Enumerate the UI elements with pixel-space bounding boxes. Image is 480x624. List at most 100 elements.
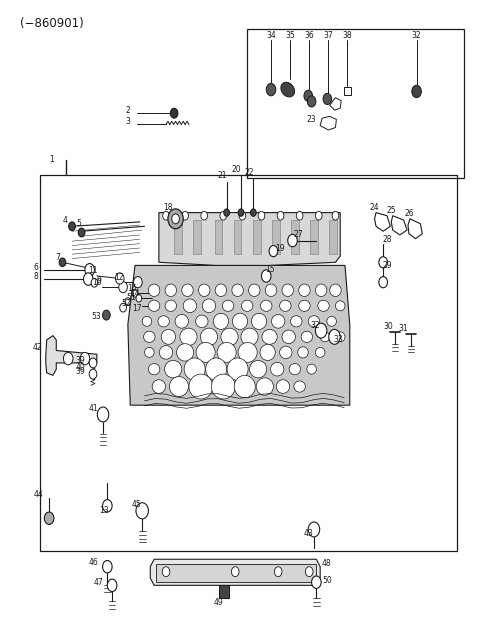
Bar [329, 220, 337, 254]
Ellipse shape [280, 300, 291, 311]
Ellipse shape [261, 300, 272, 311]
Ellipse shape [249, 284, 260, 296]
Circle shape [97, 407, 109, 422]
Polygon shape [391, 216, 407, 235]
Text: 26: 26 [405, 209, 414, 218]
Ellipse shape [148, 284, 160, 296]
Circle shape [89, 358, 97, 368]
Text: 11: 11 [88, 266, 98, 276]
Ellipse shape [330, 284, 341, 296]
Circle shape [170, 108, 178, 118]
Circle shape [63, 353, 73, 365]
Text: 22: 22 [244, 168, 254, 177]
Circle shape [172, 214, 180, 224]
Circle shape [315, 212, 322, 220]
Text: 41: 41 [89, 404, 98, 413]
Ellipse shape [289, 364, 300, 375]
Ellipse shape [234, 376, 255, 397]
Text: 36: 36 [304, 31, 314, 40]
Bar [247, 29, 464, 178]
Circle shape [85, 263, 95, 276]
Text: 35: 35 [285, 31, 295, 40]
Text: 46: 46 [89, 558, 99, 567]
Ellipse shape [315, 348, 325, 358]
Ellipse shape [294, 381, 305, 392]
Circle shape [323, 94, 332, 104]
Circle shape [44, 512, 54, 524]
Polygon shape [408, 219, 422, 239]
Ellipse shape [272, 314, 285, 328]
Circle shape [262, 270, 271, 282]
Circle shape [379, 256, 387, 268]
Text: 51: 51 [126, 293, 136, 302]
Polygon shape [374, 213, 390, 232]
Text: 39: 39 [76, 367, 85, 376]
Polygon shape [320, 116, 336, 130]
Bar [272, 220, 280, 254]
Text: 53: 53 [91, 313, 101, 321]
Ellipse shape [282, 284, 293, 296]
Text: 42: 42 [32, 343, 42, 352]
Text: 52: 52 [121, 300, 131, 308]
Ellipse shape [299, 300, 310, 311]
Circle shape [103, 500, 112, 512]
Text: 40: 40 [76, 363, 85, 373]
Circle shape [162, 567, 170, 577]
Circle shape [231, 567, 239, 577]
Text: 18: 18 [164, 203, 173, 212]
Text: 27: 27 [293, 230, 303, 239]
Circle shape [220, 212, 227, 220]
Ellipse shape [152, 380, 166, 393]
Ellipse shape [196, 343, 215, 363]
Ellipse shape [202, 299, 216, 313]
Bar [39, 175, 457, 551]
Ellipse shape [142, 316, 152, 326]
Ellipse shape [184, 358, 205, 381]
Text: 12: 12 [115, 273, 124, 281]
Ellipse shape [182, 284, 193, 296]
Ellipse shape [276, 380, 289, 393]
Circle shape [269, 245, 278, 256]
Text: 2: 2 [125, 106, 130, 115]
Ellipse shape [241, 300, 253, 311]
Circle shape [304, 90, 312, 102]
Circle shape [163, 212, 169, 220]
Text: 16: 16 [127, 284, 136, 293]
Text: 24: 24 [370, 203, 379, 212]
Circle shape [315, 323, 327, 338]
Ellipse shape [200, 328, 217, 346]
Bar [253, 220, 261, 254]
Text: 15: 15 [265, 265, 275, 275]
Text: 45: 45 [132, 500, 141, 509]
Circle shape [224, 209, 229, 217]
Circle shape [332, 212, 339, 220]
Text: 30: 30 [383, 322, 393, 331]
Ellipse shape [320, 332, 330, 342]
Text: 33: 33 [333, 336, 343, 344]
Ellipse shape [165, 300, 177, 311]
Circle shape [80, 353, 90, 365]
Text: 10: 10 [92, 278, 102, 286]
Ellipse shape [180, 328, 197, 346]
Circle shape [108, 579, 117, 592]
Ellipse shape [211, 374, 235, 399]
Ellipse shape [241, 328, 258, 346]
Circle shape [133, 276, 142, 288]
Circle shape [125, 298, 131, 305]
Ellipse shape [299, 284, 310, 296]
Ellipse shape [217, 343, 236, 363]
Ellipse shape [262, 329, 277, 344]
Text: 28: 28 [382, 235, 392, 244]
Polygon shape [344, 87, 351, 95]
Circle shape [59, 258, 66, 266]
Text: 34: 34 [266, 31, 276, 40]
Text: 20: 20 [232, 165, 241, 173]
Ellipse shape [144, 348, 154, 358]
Circle shape [132, 290, 138, 297]
Text: 19: 19 [275, 243, 285, 253]
Circle shape [296, 212, 303, 220]
Ellipse shape [222, 300, 234, 311]
Ellipse shape [177, 344, 194, 361]
Text: 43: 43 [303, 529, 313, 539]
Bar [215, 220, 222, 254]
